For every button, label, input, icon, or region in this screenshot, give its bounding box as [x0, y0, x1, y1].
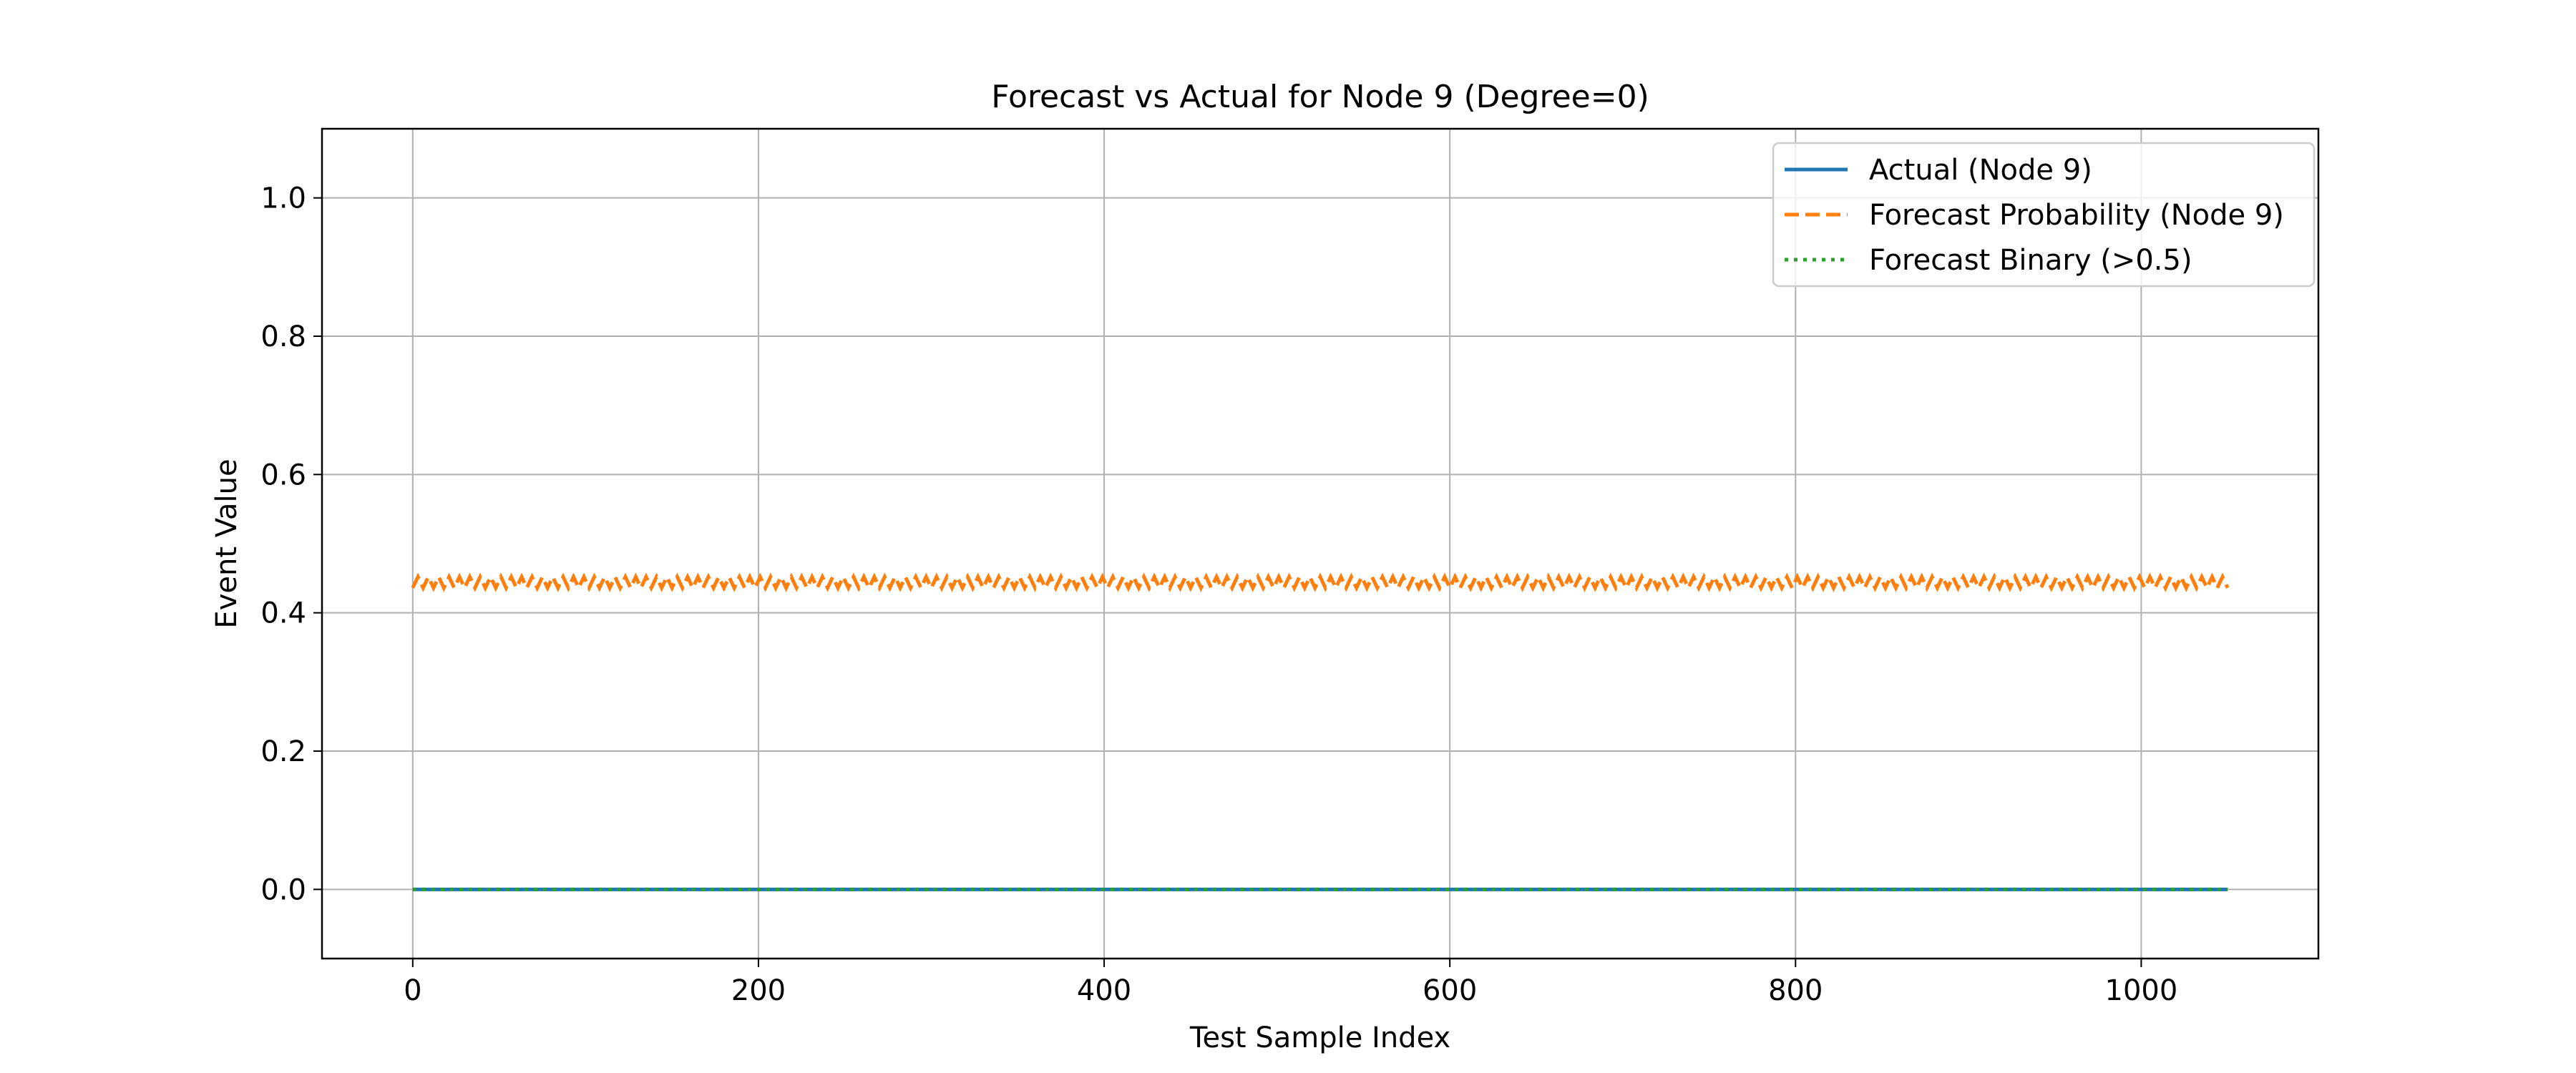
series-forecast-probability: [411, 572, 2230, 592]
y-axis-label: Event Value: [210, 459, 243, 628]
y-tick-label: 0.6: [260, 459, 306, 491]
legend-label-actual: Actual (Node 9): [1869, 154, 2092, 187]
x-tick-label: 0: [404, 974, 421, 1007]
legend-box: [1772, 142, 2316, 288]
series-layer: [411, 572, 2230, 891]
x-tick-label: 200: [731, 974, 786, 1007]
y-tick-label: 0.0: [260, 873, 306, 906]
x-tick-label: 400: [1077, 974, 1131, 1007]
x-tick-label: 600: [1423, 974, 1477, 1007]
legend-label-forecast-binary: Forecast Binary (>0.5): [1869, 244, 2192, 277]
x-tick-label: 800: [1768, 974, 1823, 1007]
legend: Actual (Node 9) Forecast Probability (No…: [1772, 142, 2316, 288]
plot-frame: [321, 127, 2320, 960]
x-tick-label: 1000: [2105, 974, 2178, 1007]
chart-title: Forecast vs Actual for Node 9 (Degree=0): [991, 79, 1649, 115]
ticks: 0 200 400 600 800 1000 0.0 0.2 0.4 0.6 0.8 1.0: [260, 182, 2177, 1007]
y-tick-label: 0.4: [260, 597, 306, 630]
x-axis-label: Test Sample Index: [1189, 1021, 1450, 1054]
y-tick-label: 0.2: [260, 735, 306, 768]
y-tick-label: 0.8: [260, 320, 306, 353]
y-tick-label: 1.0: [260, 182, 306, 215]
legend-label-forecast-probability: Forecast Probability (Node 9): [1869, 199, 2284, 232]
